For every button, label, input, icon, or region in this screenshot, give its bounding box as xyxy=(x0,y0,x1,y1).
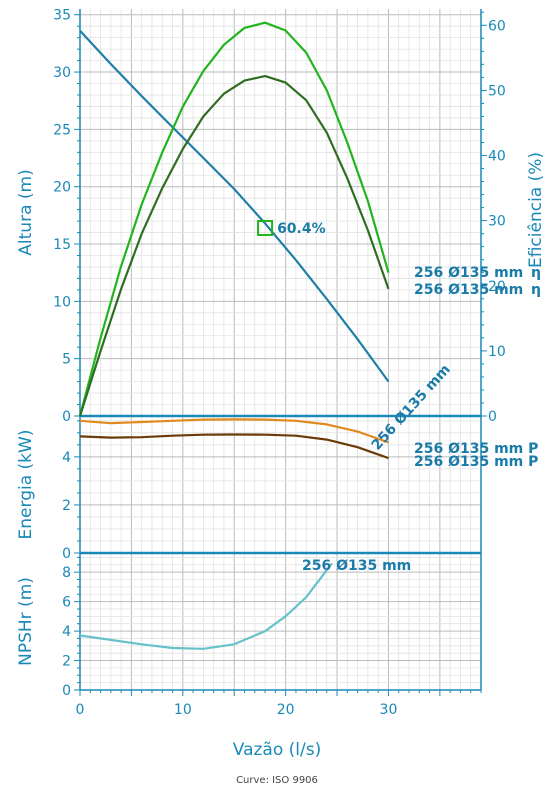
power-curve-label: 256 Ø135 mm P xyxy=(414,441,538,457)
series-line-eff_high xyxy=(78,21,390,417)
y-tick-label: 8 xyxy=(62,565,71,581)
y-tick-label: 2 xyxy=(62,498,71,514)
x-tick-label: 30 xyxy=(380,702,398,718)
y-tick-label: 35 xyxy=(53,8,71,24)
eff-curve-label: 256 Ø135 mm xyxy=(414,282,523,298)
y-tick-label: 25 xyxy=(53,122,71,138)
y2-tick-label: 30 xyxy=(488,214,506,230)
grid-layer xyxy=(79,9,482,691)
eff-symbol-label: η xyxy=(531,265,541,281)
y-tick-label: 2 xyxy=(62,654,71,670)
series-line-power_low xyxy=(79,433,389,460)
y2-tick-label: 50 xyxy=(488,83,506,99)
power-curve-label: 256 Ø135 mm P xyxy=(414,454,538,470)
bep-marker xyxy=(257,219,274,236)
x-tick-label: 10 xyxy=(174,702,192,718)
y2-tick-label: 40 xyxy=(488,149,506,165)
x-tick-label: 20 xyxy=(277,702,295,718)
y2-tick-label: 20 xyxy=(488,279,506,295)
y2-tick-label: 0 xyxy=(488,409,497,425)
series-line-npsh xyxy=(79,562,333,650)
axes-layer: 0 10 20 30051015202530350240246801020304050… xyxy=(16,8,546,760)
y-tick-label: 0 xyxy=(62,409,71,425)
bep-label: 60.4% xyxy=(277,221,326,237)
y-tick-label: 4 xyxy=(62,450,71,466)
y-axis-title: NPSHr (m) xyxy=(16,577,36,666)
y2-tick-label: 10 xyxy=(488,344,506,360)
eff-symbol-label: η xyxy=(531,282,541,298)
y-axis-title: Energia (kW) xyxy=(16,430,36,540)
y2-axis-title: Eficiência (%) xyxy=(526,152,546,268)
series-line-power_high xyxy=(79,418,389,444)
head-curve-label: 256 Ø135 mm xyxy=(369,362,454,454)
y-tick-label: 20 xyxy=(53,180,71,196)
footer-text: Curve: ISO 9906 xyxy=(236,775,318,786)
y-tick-label: 0 xyxy=(62,546,71,562)
npsh-curve-label: 256 Ø135 mm xyxy=(302,558,411,574)
y-tick-label: 4 xyxy=(62,624,71,640)
y2-tick-label: 60 xyxy=(488,18,506,34)
series-layer xyxy=(78,21,390,650)
y-tick-label: 30 xyxy=(53,65,71,81)
y-tick-label: 10 xyxy=(53,294,71,310)
y-tick-label: 15 xyxy=(53,237,71,253)
x-axis-title: Vazão (l/s) xyxy=(233,740,321,760)
y-tick-label: 5 xyxy=(62,352,71,368)
x-tick-label: 0 xyxy=(76,702,85,718)
series-line-eff_low xyxy=(78,75,390,417)
y-tick-label: 0 xyxy=(62,683,71,699)
y-axis-title: Altura (m) xyxy=(16,169,36,255)
series-line-head xyxy=(79,30,390,383)
eff-curve-label: 256 Ø135 mm xyxy=(414,265,523,281)
y-tick-label: 6 xyxy=(62,595,71,611)
